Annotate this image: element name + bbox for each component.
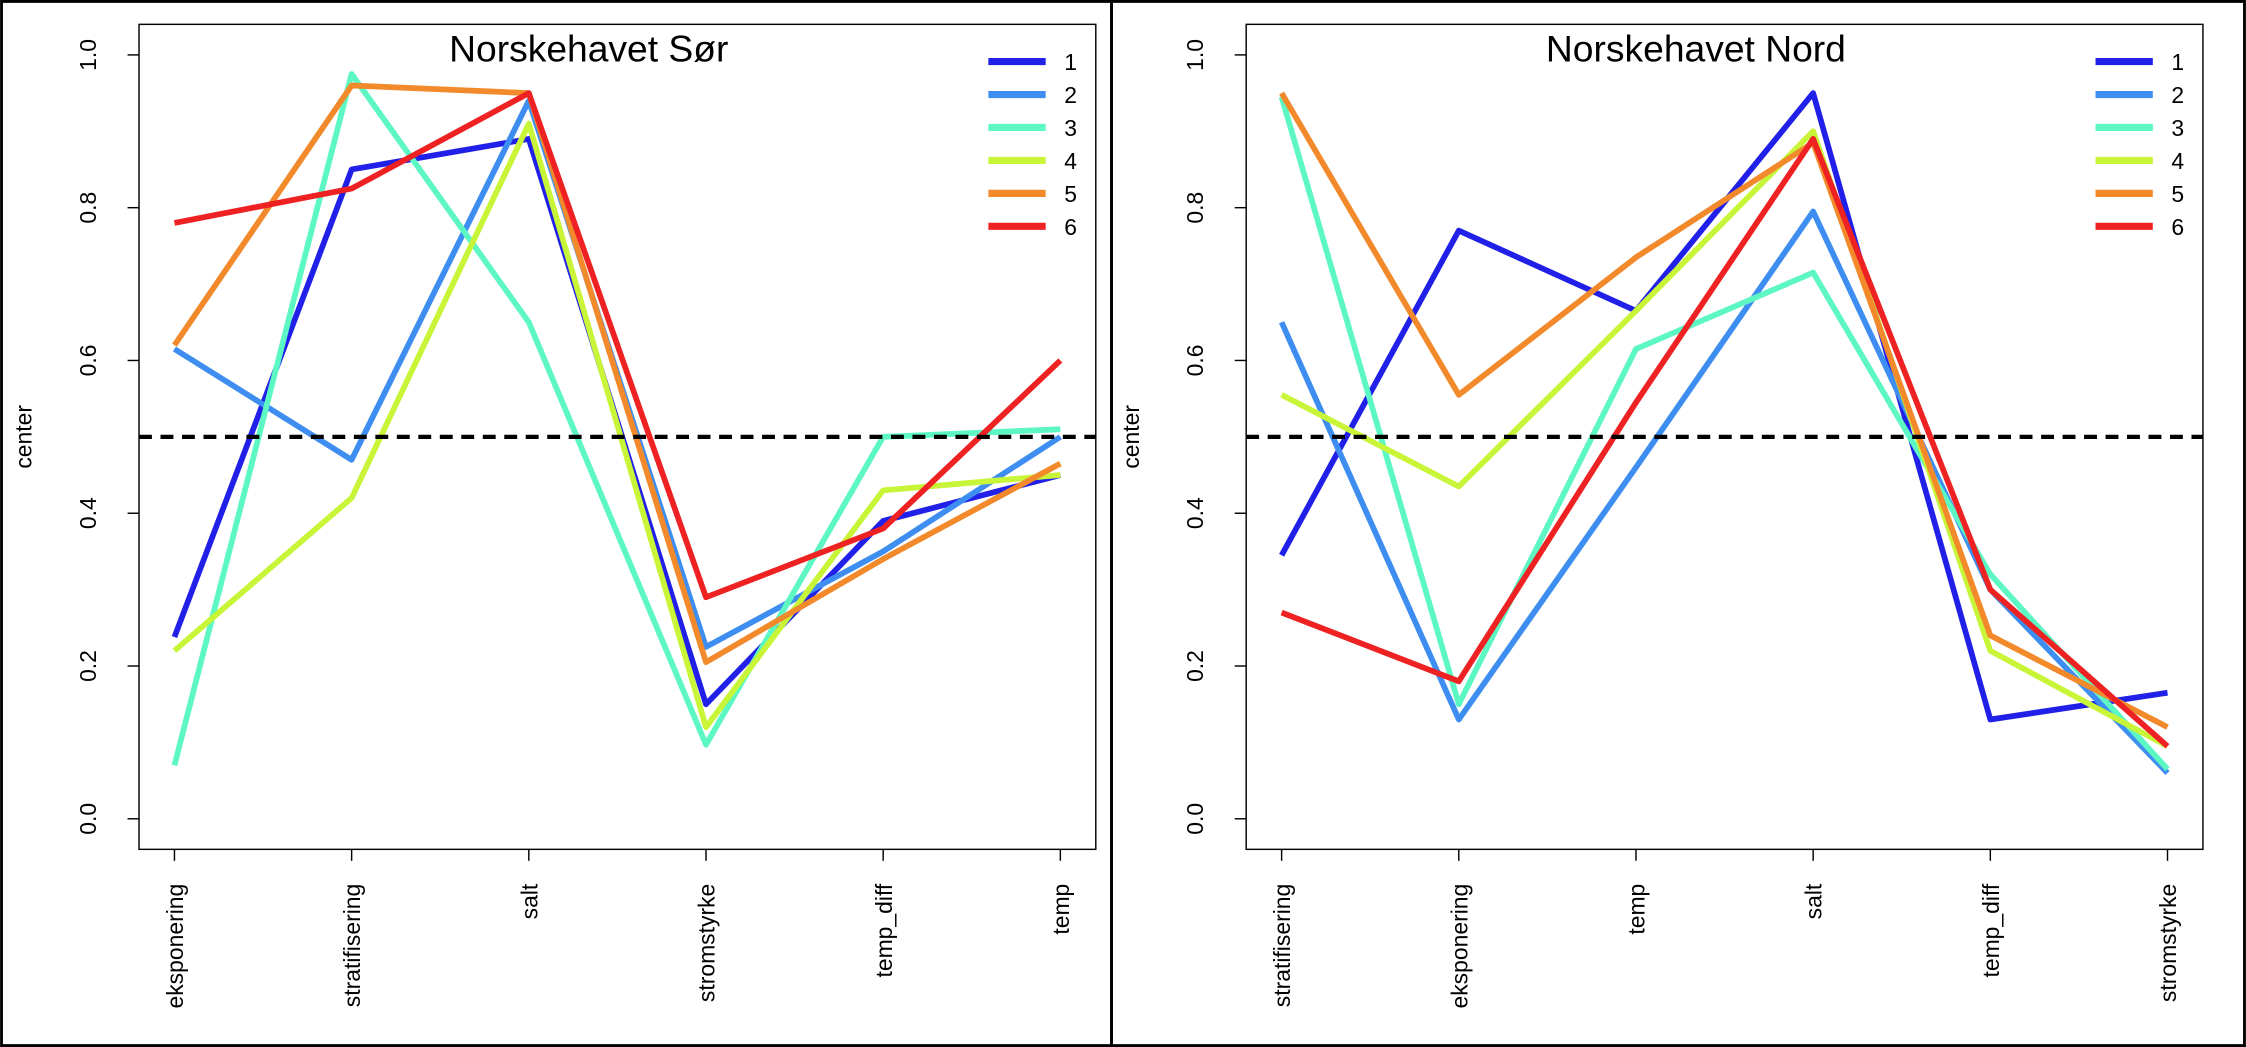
legend-label: 1 bbox=[2171, 49, 2184, 75]
y-tick-label: 1.0 bbox=[75, 39, 101, 71]
legend-label: 3 bbox=[1064, 115, 1077, 141]
panel-frame bbox=[1110, 0, 2246, 1047]
x-tick-label: eksponering bbox=[1446, 884, 1472, 1009]
legend-label: 3 bbox=[2171, 115, 2184, 141]
data-line bbox=[1279, 91, 2169, 730]
legend-label: 6 bbox=[1064, 214, 1077, 240]
data-line bbox=[172, 120, 1061, 730]
x-tick-label: salt bbox=[516, 883, 542, 919]
y-tick-label: 0.6 bbox=[1182, 345, 1208, 377]
data-line bbox=[172, 82, 1062, 666]
legend-label: 5 bbox=[1064, 181, 1077, 207]
y-tick-label: 0.4 bbox=[75, 497, 101, 529]
chart-title: Norskehavet Sør bbox=[449, 28, 728, 70]
x-tick-label: temp bbox=[1048, 884, 1074, 935]
data-line bbox=[1278, 96, 2170, 772]
legend-label: 4 bbox=[1064, 148, 1077, 174]
x-tick-label: stromstyrke bbox=[694, 884, 720, 1002]
x-tick-label: stromstyrke bbox=[2155, 884, 2181, 1002]
x-tick-label: temp bbox=[1624, 884, 1650, 935]
data-line bbox=[1280, 136, 2170, 749]
x-tick-label: salt bbox=[1801, 883, 1827, 919]
legend-label: 2 bbox=[1064, 82, 1077, 108]
x-tick-label: temp_diff bbox=[1978, 883, 2004, 977]
data-line bbox=[173, 90, 1063, 601]
y-tick-label: 0.4 bbox=[1182, 497, 1208, 529]
y-axis-label: center bbox=[1118, 405, 1144, 469]
legend-label: 4 bbox=[2171, 148, 2184, 174]
y-tick-label: 0.8 bbox=[75, 192, 101, 224]
y-tick-label: 1.0 bbox=[1182, 39, 1208, 71]
x-tick-label: stratifisering bbox=[1269, 884, 1295, 1007]
x-tick-label: eksponering bbox=[162, 884, 188, 1009]
legend-label: 2 bbox=[2171, 82, 2184, 108]
y-tick-label: 0.6 bbox=[75, 345, 101, 377]
legend-label: 1 bbox=[1064, 49, 1077, 75]
legend-label: 6 bbox=[2171, 214, 2184, 240]
y-tick-label: 0.2 bbox=[75, 650, 101, 682]
data-line bbox=[1280, 128, 2169, 749]
y-tick-label: 0.0 bbox=[1182, 803, 1208, 835]
x-tick-label: stratifisering bbox=[339, 884, 365, 1007]
y-axis-label: center bbox=[11, 405, 37, 469]
y-tick-label: 0.2 bbox=[1182, 650, 1208, 682]
data-line bbox=[1278, 208, 2170, 775]
y-tick-label: 0.0 bbox=[75, 803, 101, 835]
chart-title: Norskehavet Nord bbox=[1546, 28, 1846, 70]
legend-label: 5 bbox=[2171, 181, 2184, 207]
y-tick-label: 0.8 bbox=[1182, 192, 1208, 224]
x-tick-label: temp_diff bbox=[871, 883, 897, 977]
